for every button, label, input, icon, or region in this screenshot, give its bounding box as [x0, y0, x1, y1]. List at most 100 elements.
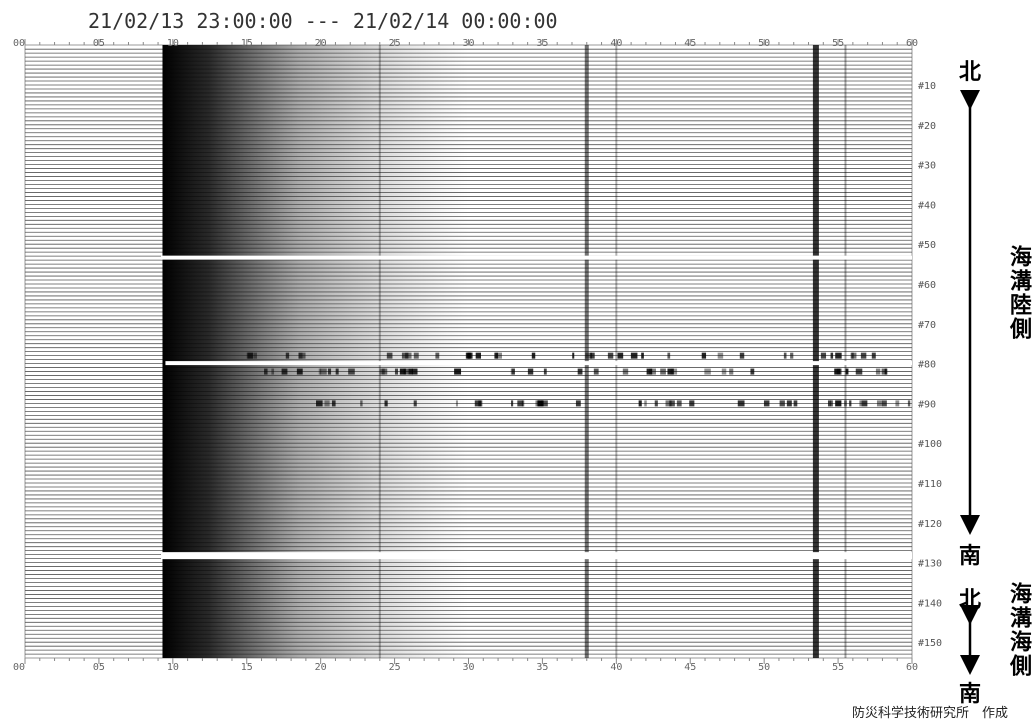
title: 21/02/13 23:00:00 --- 21/02/14 00:00:00 — [88, 9, 558, 33]
channel-label: #60 — [918, 280, 936, 291]
burst — [578, 369, 583, 375]
burst — [784, 353, 787, 359]
burst — [876, 369, 880, 375]
burst — [541, 400, 547, 406]
burst — [895, 400, 899, 406]
arrival — [585, 45, 589, 658]
burst — [618, 353, 624, 359]
burst — [787, 400, 792, 406]
burst — [644, 400, 647, 406]
time-tick-label: 00 — [13, 662, 25, 673]
burst — [641, 353, 644, 359]
burst — [264, 369, 267, 375]
burst — [271, 369, 274, 375]
burst — [572, 353, 574, 359]
burst — [608, 353, 613, 359]
arrival — [615, 45, 617, 658]
burst — [248, 353, 253, 359]
burst — [299, 353, 306, 359]
burst — [336, 369, 339, 375]
burst — [639, 400, 642, 406]
burst — [655, 400, 658, 406]
burst — [348, 369, 355, 375]
burst — [882, 400, 887, 406]
arrival — [844, 45, 846, 658]
channel-label: #20 — [918, 121, 936, 132]
burst — [590, 353, 595, 359]
south-label: 南 — [959, 676, 981, 708]
burst — [414, 400, 417, 406]
burst — [851, 353, 857, 359]
burst — [594, 369, 599, 375]
burst — [837, 369, 842, 375]
seismogram: 21/02/13 23:00:00 --- 21/02/14 00:00:00 … — [0, 0, 1036, 724]
burst — [750, 369, 754, 375]
burst — [532, 353, 535, 359]
data-gap — [161, 552, 912, 559]
burst — [780, 400, 785, 406]
burst — [764, 400, 770, 406]
burst — [405, 353, 411, 359]
burst — [576, 400, 581, 406]
channel-label: #70 — [918, 320, 936, 331]
burst — [496, 353, 502, 359]
burst — [623, 369, 628, 375]
group-label: 海溝陸側 — [1002, 245, 1034, 341]
burst — [328, 369, 331, 375]
burst — [849, 400, 851, 406]
burst — [475, 400, 481, 406]
burst — [409, 369, 413, 375]
burst — [319, 369, 321, 375]
time-tick-label: 00 — [13, 38, 25, 49]
burst — [877, 400, 882, 406]
burst — [859, 400, 861, 406]
north-label: 北 — [959, 582, 981, 614]
burst — [517, 400, 523, 406]
channel-label: #30 — [918, 161, 936, 172]
burst — [738, 400, 745, 406]
burst — [360, 400, 362, 406]
burst — [660, 369, 666, 375]
burst — [387, 353, 393, 359]
burst — [544, 369, 547, 375]
burst — [332, 400, 336, 406]
burst — [861, 400, 867, 406]
burst — [282, 369, 288, 375]
burst — [385, 400, 388, 406]
credit: 防災科学技術研究所 作成 — [852, 705, 1008, 721]
burst — [435, 353, 439, 359]
burst — [794, 400, 798, 406]
burst — [467, 353, 471, 359]
burst — [835, 400, 841, 406]
burst — [830, 400, 833, 406]
burst — [718, 353, 723, 359]
burst — [456, 400, 458, 406]
burst — [821, 353, 826, 359]
burst — [885, 369, 887, 375]
group-label: 海溝海側 — [1002, 582, 1034, 678]
channel-label: #150 — [918, 638, 942, 649]
burst — [790, 353, 793, 359]
channel-label: #100 — [918, 439, 942, 450]
south-label: 南 — [959, 538, 981, 570]
burst — [649, 369, 656, 375]
north-label: 北 — [959, 54, 981, 86]
burst — [286, 353, 289, 359]
burst — [585, 353, 589, 359]
burst — [297, 369, 303, 375]
page: 21/02/13 23:00:00 --- 21/02/14 00:00:00 … — [0, 0, 1036, 724]
burst — [856, 369, 863, 375]
burst — [316, 400, 323, 406]
burst — [454, 369, 461, 375]
arrival — [813, 45, 819, 658]
burst — [722, 369, 726, 375]
onset-energy — [162, 45, 468, 658]
burst — [677, 400, 682, 406]
data-gap — [161, 256, 912, 260]
burst — [872, 353, 876, 359]
burst — [511, 369, 515, 375]
burst — [835, 353, 841, 359]
burst — [511, 400, 513, 406]
channel-label: #80 — [918, 360, 936, 371]
channel-label: #120 — [918, 519, 942, 530]
